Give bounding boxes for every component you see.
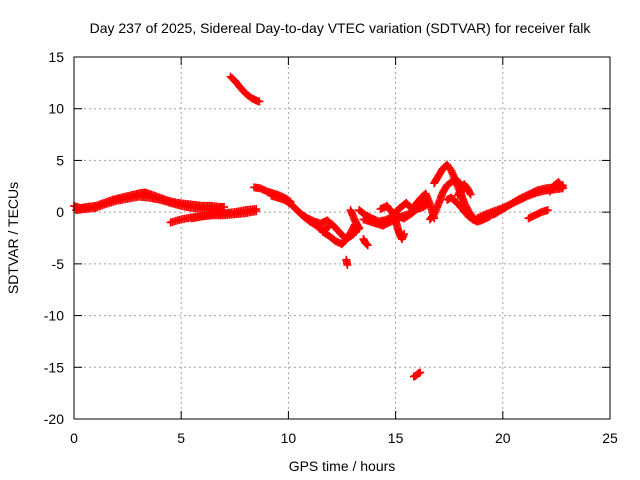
y-tick-label: 5 (56, 152, 64, 168)
data-point (466, 190, 475, 199)
x-axis-label: GPS time / hours (289, 458, 396, 474)
data-points (70, 72, 567, 381)
data-point (558, 183, 567, 192)
data-point (252, 205, 261, 214)
x-tick-label: 15 (388, 430, 404, 446)
data-point (543, 206, 552, 215)
x-tick-label: 25 (602, 430, 618, 446)
data-point (363, 241, 372, 250)
y-tick-label: -10 (44, 308, 64, 324)
data-point (343, 260, 352, 269)
x-tick-label: 10 (281, 430, 297, 446)
data-point (400, 229, 409, 238)
data-point (362, 240, 371, 249)
chart-title: Day 237 of 2025, Sidereal Day-to-day VTE… (90, 20, 592, 36)
y-tick-labels: -20 -15 -10 -5 0 5 10 15 (44, 49, 64, 427)
data-point (416, 368, 425, 377)
y-tick-label: 0 (56, 204, 64, 220)
plot-frame (73, 56, 611, 420)
y-axis-label: SDTVAR / TECUs (5, 182, 21, 294)
data-point (255, 97, 264, 106)
x-tick-labels: 0 5 10 15 20 25 (70, 430, 618, 446)
y-tick-label: 15 (48, 49, 64, 65)
x-tick-label: 20 (495, 430, 511, 446)
y-tick-label: -20 (44, 411, 64, 427)
grid-lines (74, 57, 610, 419)
data-point (355, 224, 364, 233)
data-point (465, 189, 474, 198)
x-tick-label: 0 (70, 430, 78, 446)
y-tick-label: 10 (48, 101, 64, 117)
y-tick-label: -15 (44, 359, 64, 375)
data-point (557, 182, 566, 191)
data-point (404, 210, 413, 219)
x-tick-label: 5 (177, 430, 185, 446)
y-tick-label: -5 (52, 256, 65, 272)
